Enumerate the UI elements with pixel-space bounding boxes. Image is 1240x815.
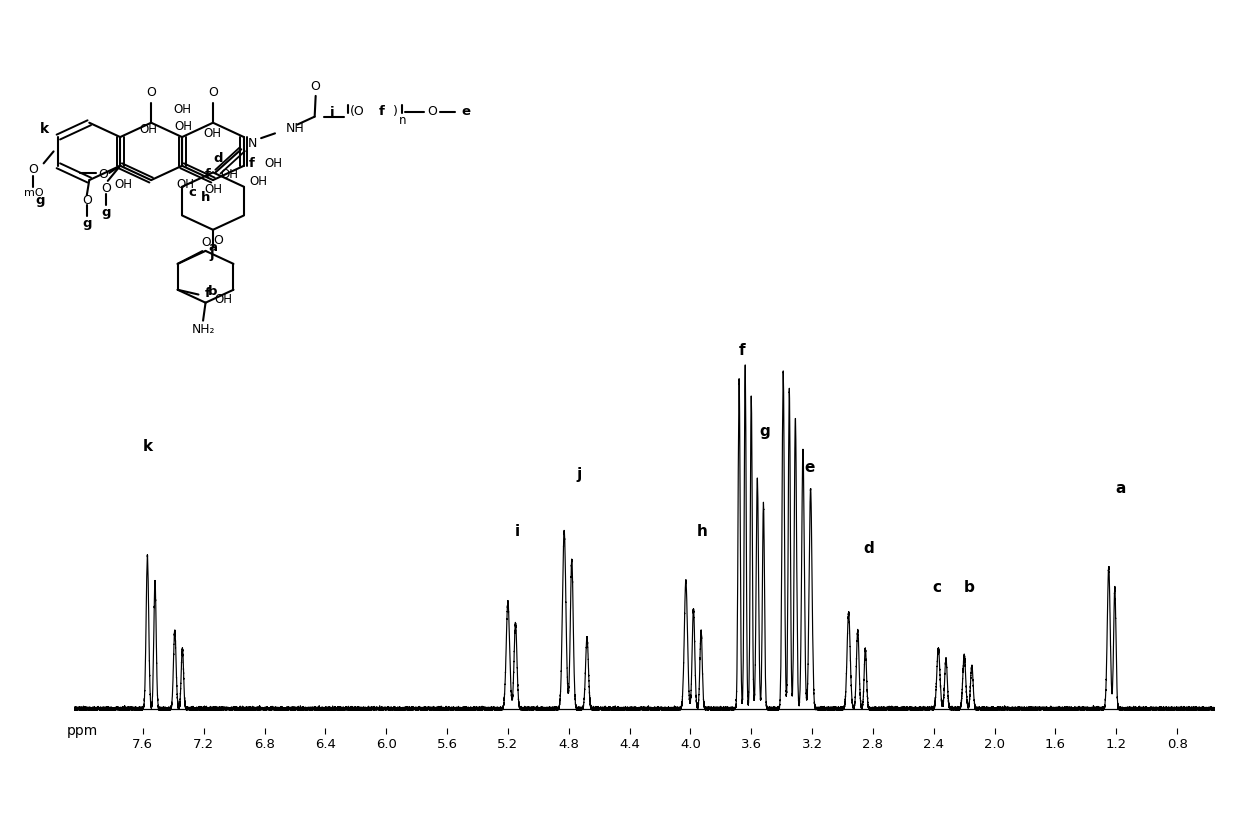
Text: j: j [577,467,582,482]
Text: f: f [205,168,211,180]
Text: g: g [35,193,45,206]
Text: f: f [378,105,384,118]
Text: d: d [213,152,223,165]
Text: e: e [804,460,815,475]
Text: c: c [188,187,196,199]
Text: OH: OH [249,174,267,187]
Text: O: O [208,86,218,99]
Text: O: O [146,86,156,99]
Text: g: g [760,425,770,439]
Text: OH: OH [174,120,192,133]
Text: ): ) [393,105,398,118]
Text: i: i [330,106,334,119]
Text: k: k [143,438,153,454]
Text: a: a [208,240,218,253]
Text: O: O [98,168,108,181]
Text: OH: OH [264,157,281,170]
Text: b: b [963,580,975,595]
Text: OH: OH [139,123,157,136]
Text: (O: (O [350,105,365,118]
Text: f: f [739,343,745,358]
Text: d: d [863,541,874,557]
Text: f: f [205,287,211,300]
Text: O: O [213,235,223,248]
Text: O: O [202,236,211,249]
Text: OH: OH [114,178,133,192]
Text: h: h [697,523,708,539]
Text: mO: mO [24,188,43,198]
Text: g: g [102,206,112,219]
Text: NH: NH [286,122,305,135]
Text: OH: OH [205,183,222,196]
Text: OH: OH [174,103,191,116]
Text: OH: OH [221,168,239,180]
Text: O: O [82,194,92,207]
Text: OH: OH [215,293,232,306]
Text: j: j [210,248,215,261]
Text: NH₂: NH₂ [191,324,215,337]
Text: O: O [311,80,321,93]
Text: e: e [461,105,470,118]
Text: b: b [208,285,217,298]
Text: i: i [515,523,520,539]
Text: k: k [40,122,48,136]
Text: a: a [1116,481,1126,496]
Text: c: c [932,580,941,595]
Text: O: O [27,163,37,176]
Text: f: f [249,157,255,170]
Text: OH: OH [203,126,221,139]
Text: h: h [201,191,211,204]
Text: N: N [248,137,257,150]
Text: OH: OH [176,178,195,192]
Text: g: g [82,217,92,230]
Text: O: O [102,183,112,196]
Text: n: n [399,114,407,127]
Text: ppm: ppm [67,724,98,738]
Text: O: O [428,105,438,118]
